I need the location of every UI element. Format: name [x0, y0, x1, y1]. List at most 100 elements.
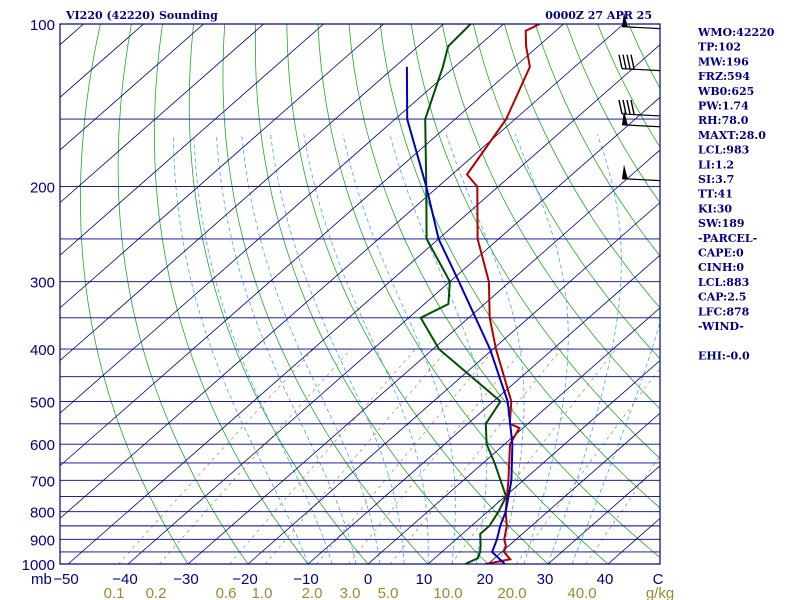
pressure-unit-label: mb [31, 571, 52, 588]
chart-time: 0000Z 27 APR 25 [545, 9, 652, 22]
mixing-ratio-tick-label: 5.0 [378, 585, 399, 600]
temperature-tick-label: 20 [477, 571, 494, 588]
dewpoint-profile [419, 24, 508, 564]
pressure-tick-label: 600 [30, 437, 55, 454]
chart-title: VI220 (42220) Sounding [65, 9, 218, 22]
dry-adiabat [254, 24, 489, 564]
mixing-ratio-line [229, 348, 416, 564]
isotherm [187, 149, 660, 564]
moist-adiabat [342, 134, 456, 564]
mixing-ratio-line [316, 348, 495, 564]
pressure-tick-label: 800 [30, 505, 55, 522]
temperature-tick-label: C [653, 571, 664, 588]
index-line: LFC:878 [698, 305, 750, 318]
index-line: WB0:625 [697, 85, 754, 98]
dry-adiabat [504, 24, 660, 309]
temperature-profile [465, 24, 541, 564]
index-line: EHI:-0.0 [698, 349, 750, 362]
moist-adiabat [547, 134, 622, 564]
mixing-ratio-tick-label: 0.2 [146, 585, 167, 600]
index-line: FRZ:594 [698, 70, 750, 83]
index-line: MAXT:28.0 [698, 129, 766, 142]
moist-adiabat [193, 134, 333, 564]
index-line: RH:78.0 [698, 114, 749, 127]
moist-adiabat [270, 134, 405, 564]
isotherm [60, 24, 444, 362]
temperature-tick-label: −10 [293, 571, 318, 588]
dry-adiabat [566, 24, 660, 204]
temperature-tick-label: 40 [597, 571, 614, 588]
index-line: TT:41 [698, 188, 733, 201]
temperature-tick-label: −50 [53, 571, 78, 588]
moist-adiabat [172, 134, 309, 564]
temperature-tick-label: 30 [537, 571, 554, 588]
isotherm [67, 44, 660, 564]
isotherm [367, 307, 660, 564]
temperature-tick-label: 10 [416, 571, 433, 588]
isotherm [427, 359, 660, 564]
mixing-ratio-tick-label: 0.6 [216, 585, 237, 600]
isotherm [60, 24, 564, 467]
parcel-profile [405, 66, 514, 564]
wind-barb [618, 99, 661, 117]
isotherm [247, 202, 660, 564]
index-line: LCL:883 [698, 276, 749, 289]
isotherm [127, 96, 660, 564]
moist-adiabat [571, 321, 660, 564]
index-line: TP:102 [698, 41, 741, 54]
wind-barb [618, 54, 661, 72]
index-line: CINH:0 [698, 261, 744, 274]
mixing-ratio-line [348, 348, 524, 564]
temperature-tick-label: −40 [112, 571, 137, 588]
index-line: CAPE:0 [698, 247, 744, 260]
wind-barb-layer [618, 12, 661, 182]
mixing-ratio-tick-label: 3.0 [340, 585, 361, 600]
dry-adiabat [753, 24, 800, 564]
mixing-ratio-tick-label: 10.0 [433, 585, 462, 600]
pressure-tick-label: 700 [30, 473, 55, 490]
wind-barb [621, 110, 661, 128]
isotherm [60, 24, 324, 256]
isotherm [307, 254, 660, 564]
isotherm [60, 24, 384, 309]
mixing-ratio-line [264, 348, 448, 564]
isotherm [60, 24, 204, 151]
index-line: SI:3.7 [698, 173, 734, 186]
isotherm [60, 24, 624, 519]
dry-adiabat [784, 24, 800, 564]
index-line: PW:1.74 [698, 100, 749, 113]
isotherm [60, 24, 264, 204]
temperature-tick-label: −30 [173, 571, 198, 588]
pressure-tick-label: 100 [30, 17, 55, 34]
isotherm [60, 24, 504, 414]
index-line: KI:30 [698, 202, 732, 215]
mixing-ratio-line [516, 367, 660, 564]
index-line: MW:196 [698, 55, 749, 68]
isotherm [487, 412, 660, 564]
mixing-ratio-tick-label: 0.1 [104, 585, 125, 600]
temperature-tick-label: 0 [364, 571, 372, 588]
pressure-tick-label: 900 [30, 532, 55, 549]
temperature-tick-label: −20 [232, 571, 257, 588]
wind-barb [621, 164, 661, 182]
pressure-tick-label: 400 [30, 342, 55, 359]
index-line: CAP:2.5 [698, 291, 746, 304]
pressure-tick-label: 1000 [22, 557, 55, 574]
mixing-ratio-line [585, 455, 660, 564]
dry-adiabat [472, 24, 660, 360]
pressure-tick-label: 200 [30, 180, 55, 197]
index-line: LI:1.2 [698, 158, 734, 171]
plot-frame [59, 23, 661, 565]
mixing-ratio-tick-label: 1.0 [252, 585, 273, 600]
isotherm [547, 465, 660, 564]
index-line: WMO:42220 [697, 26, 775, 39]
isotherm [60, 24, 144, 98]
pressure-tick-label: 500 [30, 394, 55, 411]
index-line: -PARCEL- [698, 232, 757, 245]
mixing-ratio-tick-label: 2.0 [302, 585, 323, 600]
mixing-ratio-tick-label: 20.0 [497, 585, 526, 600]
pressure-tick-label: 300 [30, 275, 55, 292]
